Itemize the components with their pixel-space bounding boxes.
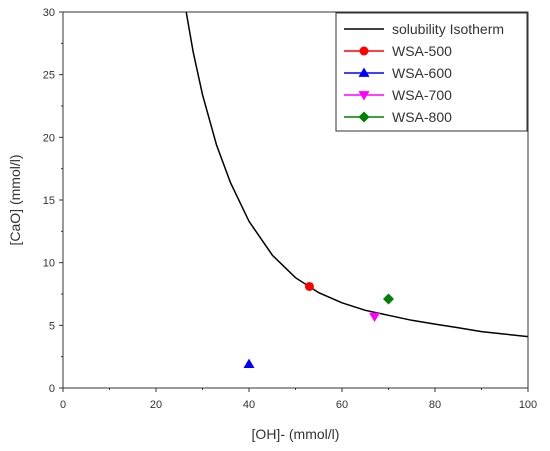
legend-label: WSA-600: [392, 65, 452, 81]
x-tick-label: 0: [60, 399, 66, 411]
x-tick-label: 80: [429, 399, 441, 411]
legend-swatch-marker: [358, 91, 370, 101]
wsa-600-data-point: [243, 358, 255, 369]
y-tick-label: 15: [43, 195, 55, 207]
y-tick-label: 0: [49, 383, 55, 395]
y-tick-label: 10: [43, 258, 55, 270]
legend-swatch-marker: [359, 46, 369, 56]
wsa-700-data-point: [369, 312, 381, 323]
legend: solubility Isotherm WSA-500 WSA-600 WSA-700…: [335, 12, 528, 132]
legend-label: solubility Isotherm: [392, 21, 504, 37]
wsa-500-data-point: [304, 281, 314, 291]
legend-label: WSA-700: [392, 87, 452, 103]
y-tick-label: 20: [43, 132, 55, 144]
y-tick-label: 25: [43, 70, 55, 82]
x-tick-label: 100: [519, 399, 537, 411]
legend-swatch-marker: [358, 67, 370, 77]
x-tick-label: 40: [243, 399, 255, 411]
y-axis-title: [CaO] (mmol/l): [7, 155, 23, 246]
x-axis-title: [OH]- (mmol/l): [252, 426, 340, 442]
legend-label: WSA-800: [392, 109, 452, 125]
wsa-800-data-point: [383, 293, 394, 305]
legend-swatch-marker: [358, 111, 370, 123]
x-tick-label: 60: [336, 399, 348, 411]
y-tick-label: 30: [43, 7, 55, 19]
y-tick-label: 5: [49, 320, 55, 332]
x-tick-label: 20: [150, 399, 162, 411]
solubility-isotherm-line: [185, 11, 529, 338]
legend-label: WSA-500: [392, 43, 452, 59]
legend-box: [335, 12, 528, 132]
